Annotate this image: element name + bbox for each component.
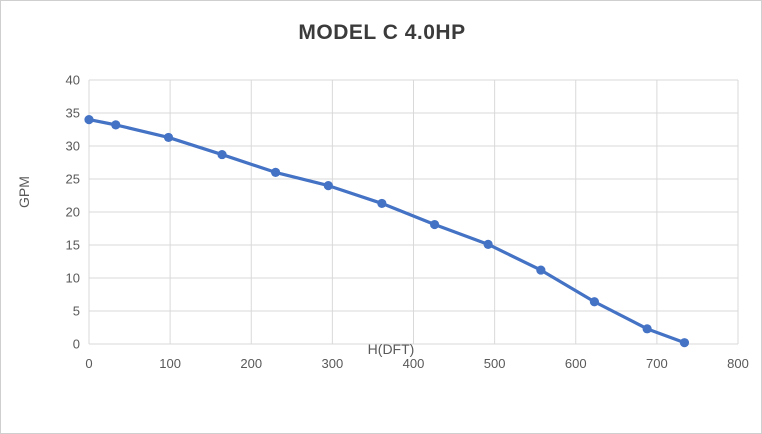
data-point-marker	[536, 265, 546, 275]
y-axis-tick-label: 35	[66, 106, 80, 121]
data-point-marker	[589, 297, 600, 307]
y-axis-tick-label: 40	[66, 73, 80, 88]
y-axis-tick-label: 0	[73, 337, 80, 352]
data-point-marker	[323, 181, 333, 191]
x-axis-title: H(DFT)	[367, 341, 415, 357]
y-axis-tick-label: 15	[66, 238, 80, 253]
x-axis-tick-label: 400	[403, 356, 425, 371]
x-axis-tick-label: 200	[240, 356, 262, 371]
data-point-marker	[679, 338, 690, 348]
data-point-marker	[217, 149, 227, 160]
y-axis-tick-label: 20	[66, 205, 80, 220]
data-point-marker	[429, 219, 440, 230]
y-axis-tick-label: 25	[66, 172, 80, 187]
y-axis-tick-label: 10	[66, 271, 80, 286]
x-axis-tick-label: 100	[159, 356, 181, 371]
data-point-marker	[483, 239, 493, 249]
series-line	[87, 117, 687, 345]
x-axis-tick-label: 800	[727, 356, 749, 371]
x-axis-tick-label: 700	[646, 356, 668, 371]
y-axis-tick-label: 30	[66, 139, 80, 154]
x-axis-tick-label: 300	[322, 356, 344, 371]
y-axis-tick-label: 5	[73, 304, 80, 319]
data-point-marker	[163, 132, 174, 143]
data-point-marker	[84, 115, 94, 125]
x-axis-tick-label: 500	[484, 356, 506, 371]
data-point-marker	[111, 120, 121, 130]
chart-title: MODEL C 4.0HP	[298, 21, 466, 44]
data-point-marker	[270, 167, 281, 177]
data-point-marker	[377, 198, 387, 209]
x-axis-tick-label: 0	[85, 356, 92, 371]
x-axis-tick-label: 600	[565, 356, 587, 371]
data-point-marker	[642, 324, 652, 334]
